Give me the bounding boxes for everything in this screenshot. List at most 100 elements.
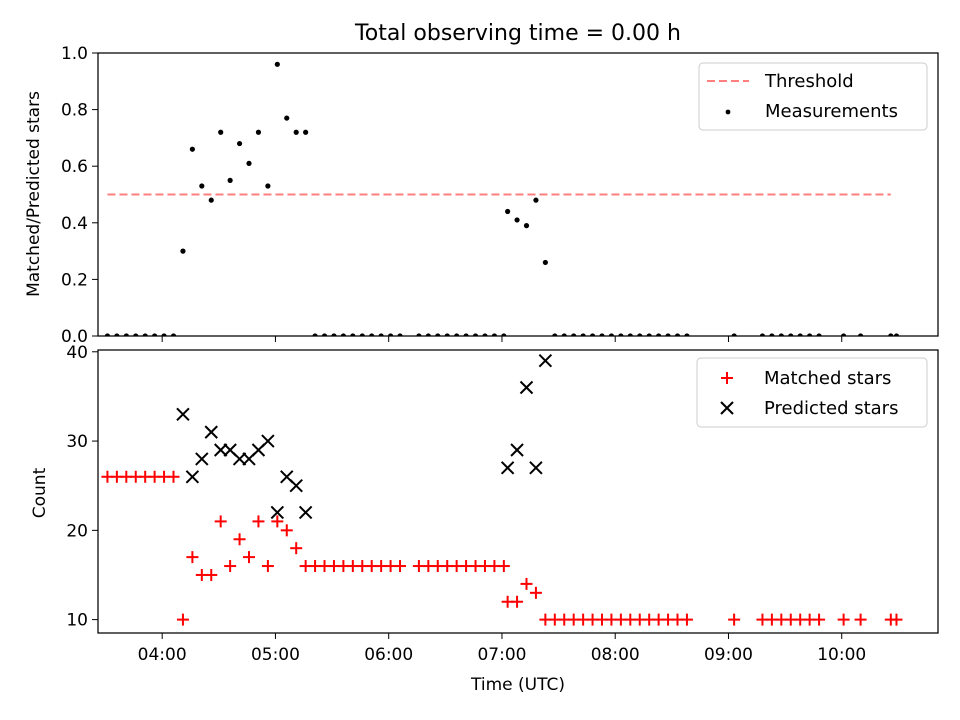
measurements-point <box>505 208 511 215</box>
measurements-point <box>599 333 605 336</box>
y-tick-label: 30 <box>66 432 88 452</box>
x-tick-label: 06:00 <box>364 645 413 665</box>
measurements-point <box>444 333 450 336</box>
predicted-stars-point <box>213 443 228 457</box>
measurements-point <box>674 333 681 336</box>
count-plot-area <box>101 354 903 626</box>
count-legend: Matched stars Predicted stars <box>696 357 928 428</box>
y-tick-label: 0.4 <box>61 214 88 234</box>
measurements-point <box>523 223 530 229</box>
measurements-point <box>189 146 195 152</box>
measurements-point <box>454 333 460 336</box>
matched-stars-point <box>186 551 199 564</box>
predicted-stars-point <box>298 505 313 520</box>
matched-stars-point <box>167 470 180 483</box>
legend-predicted-label: Predicted stars <box>764 398 898 419</box>
measurements-point <box>236 140 243 147</box>
y-tick-label: 1.0 <box>61 44 88 64</box>
predicted-stars-point <box>232 452 247 466</box>
predicted-stars-point <box>176 407 190 421</box>
predicted-stars-point <box>500 461 515 475</box>
predicted-stars-point <box>538 354 553 368</box>
measurements-point <box>684 333 690 336</box>
measurements-point <box>293 129 299 135</box>
ratio-panel: 0.0 0.2 0.4 0.6 0.8 1.0 Matched/Predicted sta… <box>24 44 939 347</box>
measurements-point <box>246 160 252 166</box>
measurements-point <box>397 333 403 336</box>
measurements-point <box>180 248 186 254</box>
measurements-point <box>893 333 900 336</box>
measurements-point <box>208 197 214 203</box>
matched-stars-point <box>290 542 303 555</box>
measurements-point <box>816 333 822 336</box>
measurements-point <box>114 333 120 336</box>
predicted-stars-point <box>289 478 303 493</box>
matched-stars-point <box>837 613 850 626</box>
measurements-point <box>858 333 864 336</box>
measurements-point <box>218 129 224 135</box>
measurements-point <box>274 61 280 67</box>
measurements-point <box>656 333 662 336</box>
ratio-axes-frame <box>97 52 939 337</box>
measurements-point <box>888 333 894 336</box>
x-tick-label: 05:00 <box>251 645 300 665</box>
y-tick-label: 20 <box>66 521 88 541</box>
measurements-point <box>387 333 394 336</box>
measurements-point <box>627 333 633 336</box>
matched-stars-point <box>205 568 218 581</box>
predicted-stars-point <box>185 470 200 484</box>
measurements-point <box>608 333 615 336</box>
predicted-stars-point <box>204 425 218 439</box>
measurements-point <box>284 115 290 121</box>
measurements-point <box>561 333 567 336</box>
measurements-point <box>321 333 328 336</box>
x-axis-label: Time (UTC) <box>470 675 565 695</box>
measurements-point <box>807 333 813 336</box>
legend-threshold-label: Threshold <box>764 71 854 92</box>
measurements-point <box>589 333 596 336</box>
matched-stars-point <box>252 515 265 528</box>
x-tick-label: 04:00 <box>138 645 187 665</box>
matched-stars-point <box>497 560 510 573</box>
measurements-point <box>152 333 158 336</box>
measurements-point <box>778 333 784 336</box>
measurements-point <box>435 333 441 336</box>
measurements-point <box>378 333 384 336</box>
measurements-point <box>340 333 346 336</box>
x-tick-label: 07:00 <box>477 645 526 665</box>
matched-stars-point <box>394 560 407 573</box>
predicted-stars-point <box>510 443 524 457</box>
predicted-stars-point <box>270 505 285 520</box>
predicted-stars-point <box>519 380 534 395</box>
measurements-point <box>331 333 337 336</box>
measurements-point <box>265 183 271 189</box>
count-axes-frame <box>97 349 939 634</box>
x-tick-label: 08:00 <box>591 645 640 665</box>
predicted-stars-point <box>261 434 275 448</box>
measurements-point <box>312 333 318 336</box>
measurements-point <box>170 333 177 336</box>
chart-title: Total observing time = 0.00 h <box>354 21 681 46</box>
measurements-point <box>731 333 737 336</box>
ratio-plot-area <box>104 61 900 336</box>
y-tick-label: 40 <box>66 343 88 363</box>
predicted-stars-point <box>529 461 543 475</box>
y-tick-label: 0.2 <box>61 270 88 290</box>
legend-measurements-label: Measurements <box>765 101 898 122</box>
measurements-point <box>841 333 847 336</box>
matched-stars-point <box>529 586 542 599</box>
matched-stars-point <box>890 613 903 626</box>
measurements-point <box>227 177 233 183</box>
matched-stars-point <box>680 613 693 626</box>
matched-stars-point <box>224 560 237 573</box>
measurements-point <box>303 129 309 135</box>
measurements-point <box>472 333 479 336</box>
count-panel: 10 20 30 40 04:00 05:00 06:00 07:00 08:00 09:00 10… <box>30 343 939 695</box>
measurements-point <box>665 333 671 336</box>
ratio-legend: Threshold Measurements <box>698 62 928 131</box>
matched-stars-point <box>271 515 284 528</box>
measurements-point <box>501 333 507 336</box>
matched-stars-point <box>728 613 741 626</box>
measurements-point <box>769 333 775 336</box>
